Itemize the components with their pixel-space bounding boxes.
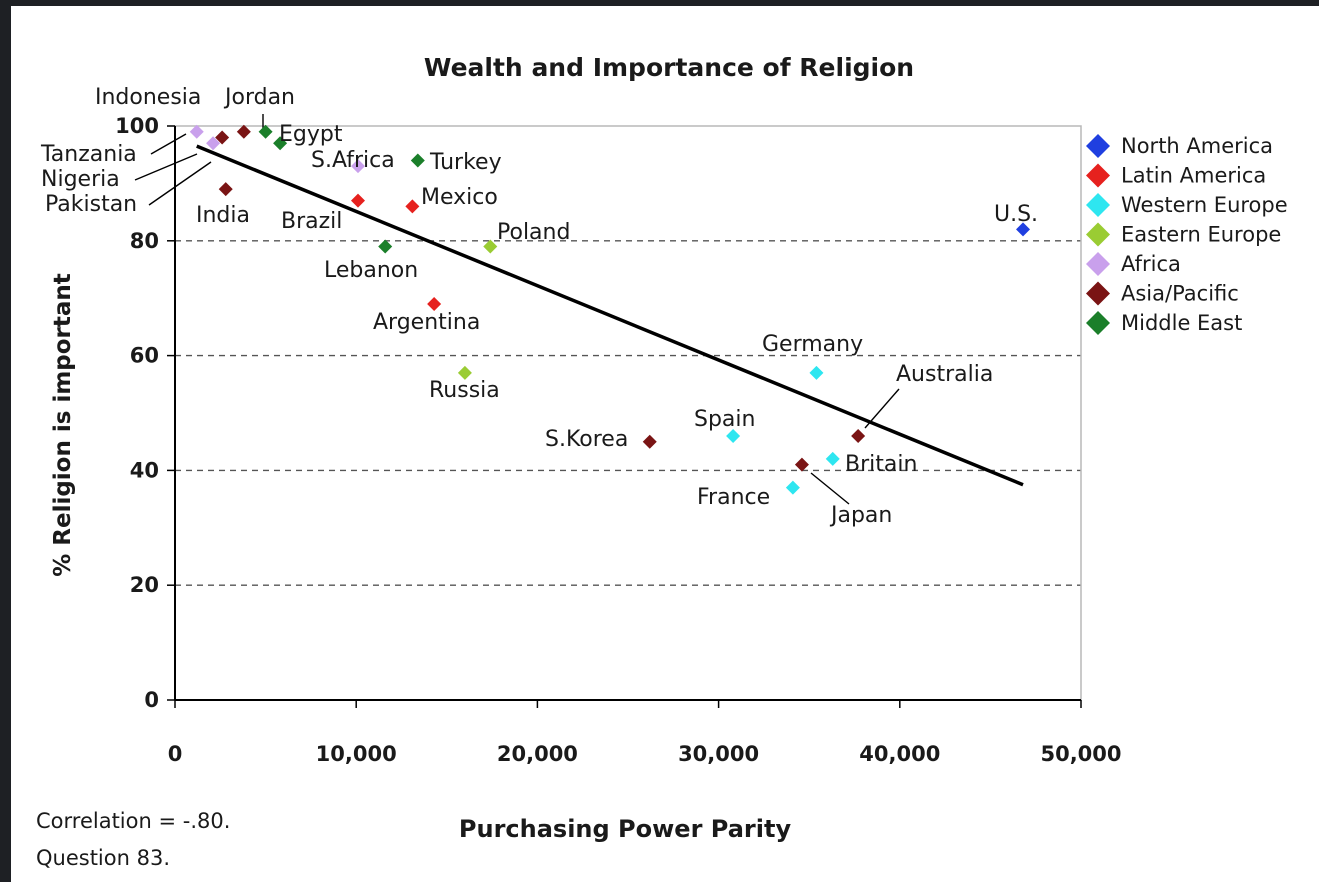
question-note: Question 83.: [36, 846, 170, 870]
legend-label: Asia/Pacific: [1121, 282, 1239, 306]
point-tanzania: [189, 124, 204, 139]
point-japan: [794, 457, 809, 472]
point-label: Australia: [896, 362, 993, 387]
y-tick-label: 80: [130, 229, 159, 253]
point-brazil: [351, 193, 366, 208]
point-jordan: [258, 124, 273, 139]
legend-marker: [1086, 163, 1110, 188]
point-label: France: [697, 485, 770, 510]
point-label: Jordan: [223, 85, 295, 110]
point-label: Argentina: [373, 310, 480, 335]
tick-labels: 0 20 40 60 80 100 0 10,000 20,000 30,000 40,000 50,…: [115, 114, 1121, 766]
gridlines: [175, 240, 1081, 586]
point-pakistan: [215, 130, 230, 145]
point-label: Brazil: [281, 209, 342, 234]
y-axis-label: % Religion is important: [50, 273, 76, 577]
legend: North America Latin America Western Europe…: [1086, 134, 1288, 335]
point-turkey: [410, 153, 425, 168]
legend-marker: [1086, 252, 1110, 276]
point-mexico: [405, 199, 420, 214]
point-label: S.Africa: [311, 148, 395, 173]
point-label: India: [196, 203, 250, 228]
legend-label: Western Europe: [1121, 193, 1288, 217]
legend-marker: [1086, 222, 1110, 247]
point-australia: [851, 428, 866, 443]
point-indonesia: [236, 124, 251, 139]
point-label: Egypt: [279, 122, 343, 147]
legend-label: Middle East: [1121, 311, 1242, 335]
point-label: Japan: [829, 503, 892, 528]
point-egypt: [273, 136, 288, 151]
point-argentina: [427, 296, 442, 311]
point-label: Spain: [694, 407, 755, 432]
point-label: Indonesia: [95, 85, 201, 110]
leader-line: [134, 153, 198, 181]
scatter-chart: Wealth and Importance of Religion 0 20 40 6…: [36, 53, 1288, 870]
point-label: Pakistan: [45, 192, 137, 217]
y-tick-label: 0: [144, 688, 159, 712]
point-label: Turkey: [429, 150, 502, 175]
leader-line: [150, 133, 187, 155]
point-labels: U.S. Brazil Mexico Argentina Germany Spain Bri…: [40, 85, 1038, 528]
x-axis-label: Purchasing Power Parity: [459, 815, 792, 843]
point-label: Britain: [845, 452, 917, 477]
point-lebanon: [378, 239, 393, 254]
label-leader-lines: [134, 114, 900, 505]
point-label: Poland: [497, 220, 570, 245]
legend-marker: [1086, 134, 1110, 158]
leader-line: [864, 388, 900, 429]
point-russia: [457, 365, 472, 380]
leader-line: [810, 472, 850, 505]
point-label: Russia: [429, 378, 500, 403]
legend-label: Eastern Europe: [1121, 223, 1281, 247]
x-tick-label: 30,000: [678, 742, 759, 766]
data-points: [189, 124, 1031, 495]
point-label: Mexico: [421, 185, 498, 210]
leader-line: [148, 161, 212, 206]
point-nigeria: [206, 136, 221, 151]
x-tick-label: 0: [168, 742, 183, 766]
axes: [167, 125, 1082, 708]
point-germany: [809, 365, 824, 380]
x-tick-label: 10,000: [316, 742, 397, 766]
correlation-note: Correlation = -.80.: [36, 809, 230, 833]
y-tick-label: 60: [130, 344, 159, 368]
x-tick-label: 40,000: [859, 742, 940, 766]
point-label: Germany: [762, 332, 863, 357]
point-s-africa: [351, 159, 366, 174]
legend-marker: [1086, 281, 1110, 306]
legend-label: North America: [1121, 134, 1273, 158]
legend-label: Latin America: [1121, 164, 1266, 188]
point-label: Nigeria: [41, 167, 120, 192]
point-label: S.Korea: [545, 427, 628, 452]
chart-title: Wealth and Importance of Religion: [424, 53, 914, 82]
legend-label: Africa: [1121, 252, 1181, 276]
x-tick-label: 20,000: [497, 742, 578, 766]
legend-marker: [1086, 193, 1110, 217]
trend-line: [196, 144, 1024, 487]
point-label: Lebanon: [324, 258, 418, 283]
y-tick-label: 40: [130, 458, 159, 482]
point-s-korea: [642, 434, 657, 449]
point-poland: [483, 239, 498, 254]
point-label: Tanzania: [40, 142, 137, 167]
y-tick-label: 100: [115, 114, 159, 138]
point-label: U.S.: [994, 202, 1038, 227]
y-tick-label: 20: [130, 573, 159, 597]
legend-marker: [1086, 311, 1110, 335]
point-india: [218, 182, 233, 197]
chart-frame: Wealth and Importance of Religion 0 20 40 6…: [11, 6, 1319, 882]
point-france: [785, 480, 800, 495]
point-britain: [825, 451, 840, 466]
point-spain: [726, 428, 741, 443]
x-tick-label: 50,000: [1040, 742, 1121, 766]
point-u-s-: [1016, 222, 1031, 237]
